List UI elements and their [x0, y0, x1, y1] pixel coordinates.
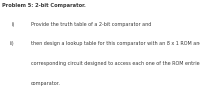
Text: Problem 5: 2-bit Comparator.: Problem 5: 2-bit Comparator.: [2, 3, 86, 8]
Text: comparator.: comparator.: [31, 81, 61, 86]
Text: then design a lookup table for this comparator with an 8 x 1 ROM and show the: then design a lookup table for this comp…: [31, 41, 200, 46]
Text: Provide the truth table of a 2-bit comparator and: Provide the truth table of a 2-bit compa…: [31, 22, 151, 27]
Text: i): i): [11, 22, 14, 27]
Text: corresponding circuit designed to access each one of the ROM entries of this: corresponding circuit designed to access…: [31, 61, 200, 66]
Text: ii): ii): [10, 41, 14, 46]
